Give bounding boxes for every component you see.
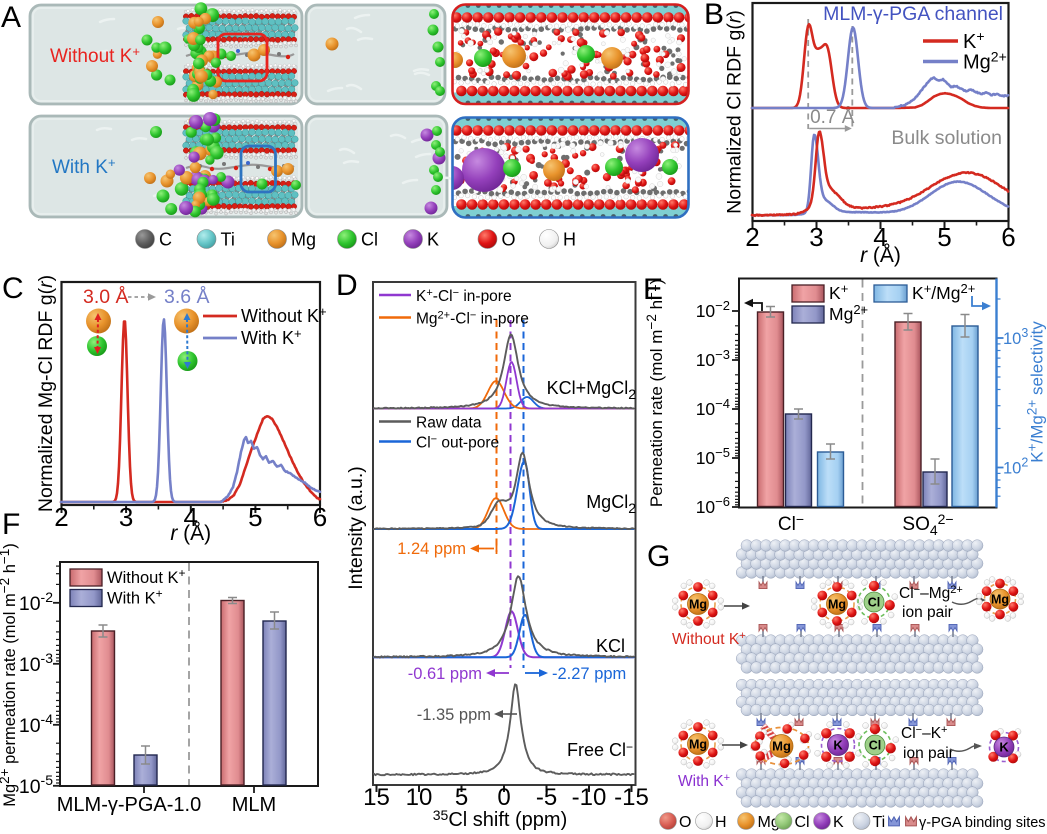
svg-text:K: K <box>999 740 1009 755</box>
svg-text:Cl−–K+: Cl−–K+ <box>901 724 947 742</box>
svg-text:3.0 Å: 3.0 Å <box>83 285 129 308</box>
svg-text:Mg: Mg <box>772 739 791 754</box>
svg-text:K: K <box>833 738 843 753</box>
svg-text:B: B <box>704 0 724 31</box>
svg-text:γ-PGA binding sites: γ-PGA binding sites <box>919 815 1046 831</box>
svg-text:H: H <box>563 230 576 250</box>
svg-text:r (Å): r (Å) <box>860 244 901 267</box>
svg-text:15: 15 <box>363 784 390 811</box>
svg-text:6: 6 <box>1001 222 1015 252</box>
svg-text:3.6 Å: 3.6 Å <box>164 285 210 308</box>
svg-text:Cl− out-pore: Cl− out-pore <box>416 434 499 452</box>
svg-text:-15: -15 <box>614 784 649 811</box>
svg-text:Mg: Mg <box>291 230 316 250</box>
svg-text:MLM-γ-PGA channel: MLM-γ-PGA channel <box>823 3 1003 25</box>
svg-text:G: G <box>647 540 670 573</box>
svg-text:Ti: Ti <box>221 230 235 250</box>
svg-text:With K+: With K+ <box>241 326 302 348</box>
svg-text:Cl: Cl <box>868 596 881 610</box>
svg-text:D: D <box>336 269 358 302</box>
svg-text:4: 4 <box>184 502 198 532</box>
svg-text:Cl: Cl <box>361 230 378 250</box>
svg-text:C: C <box>2 272 24 305</box>
svg-text:With K+: With K+ <box>52 155 116 178</box>
svg-text:K: K <box>833 814 844 831</box>
svg-text:Without K+: Without K+ <box>672 630 746 648</box>
svg-text:Intensity (a.u.): Intensity (a.u.) <box>345 466 367 590</box>
svg-text:Ti: Ti <box>873 814 886 831</box>
svg-text:-1.35 ppm: -1.35 ppm <box>417 706 491 724</box>
svg-text:4: 4 <box>873 222 887 252</box>
svg-text:KCl: KCl <box>596 636 625 656</box>
svg-text:Mg: Mg <box>689 738 707 752</box>
svg-text:-5: -5 <box>536 784 557 811</box>
svg-text:K+/Mg2+ selectivity: K+/Mg2+ selectivity <box>1025 321 1047 463</box>
svg-text:10-4: 10-4 <box>19 711 53 737</box>
svg-text:-2.27 ppm: -2.27 ppm <box>552 665 626 683</box>
svg-text:35Cl shift (ppm): 35Cl shift (ppm) <box>433 807 567 831</box>
svg-text:C: C <box>159 230 172 250</box>
svg-text:Free Cl−: Free Cl− <box>567 740 633 760</box>
svg-text:MLM: MLM <box>232 794 276 816</box>
svg-text:Bulk solution: Bulk solution <box>891 127 1002 149</box>
svg-text:Cl−: Cl− <box>778 511 804 535</box>
svg-text:Raw data: Raw data <box>416 415 482 432</box>
svg-text:Cl: Cl <box>869 739 882 753</box>
svg-text:Mg2+ permeation rate (mol m−2: Mg2+ permeation rate (mol m−2 h−1) <box>0 543 19 807</box>
svg-text:ion pair: ion pair <box>902 604 953 621</box>
svg-text:Mg: Mg <box>758 814 780 831</box>
svg-text:0.7 Å: 0.7 Å <box>810 107 855 128</box>
svg-text:Permeation rate (mol m−2 h−1): Permeation rate (mol m−2 h−1) <box>644 279 666 507</box>
svg-text:10: 10 <box>406 784 433 811</box>
svg-text:E: E <box>643 273 663 306</box>
svg-text:2: 2 <box>54 502 68 532</box>
svg-text:3: 3 <box>809 222 823 252</box>
svg-text:1.24 ppm: 1.24 ppm <box>397 540 466 558</box>
svg-text:With K+: With K+ <box>678 772 730 790</box>
svg-text:5: 5 <box>455 784 468 811</box>
svg-text:Without K+: Without K+ <box>50 44 140 67</box>
svg-text:r (Å): r (Å) <box>170 522 211 545</box>
svg-text:Mg: Mg <box>991 593 1009 607</box>
svg-text:Mg2+-Cl− in-pore: Mg2+-Cl− in-pore <box>416 310 529 328</box>
svg-text:Normalized Cl RDF g(r): Normalized Cl RDF g(r) <box>724 10 746 214</box>
svg-text:With K+: With K+ <box>107 587 163 608</box>
svg-text:5: 5 <box>248 502 262 532</box>
svg-text:A: A <box>1 1 21 34</box>
svg-text:3: 3 <box>119 502 133 532</box>
svg-text:5: 5 <box>937 222 951 252</box>
svg-text:Without K+: Without K+ <box>241 304 327 326</box>
svg-text:-10: -10 <box>572 784 607 811</box>
svg-text:O: O <box>679 814 691 831</box>
svg-text:Mg: Mg <box>828 598 846 612</box>
svg-text:O: O <box>502 230 516 250</box>
svg-text:K: K <box>427 230 439 250</box>
svg-text:Without K+: Without K+ <box>107 566 186 587</box>
svg-text:Normalized Mg-Cl RDF g(r): Normalized Mg-Cl RDF g(r) <box>35 275 57 512</box>
svg-text:Mg2+: Mg2+ <box>963 49 1007 74</box>
svg-text:2: 2 <box>745 222 759 252</box>
svg-text:ion pair: ion pair <box>903 745 954 762</box>
svg-text:MLM-γ-PGA-1.0: MLM-γ-PGA-1.0 <box>57 794 201 816</box>
svg-text:K+-Cl− in-pore: K+-Cl− in-pore <box>416 287 512 305</box>
svg-text:H: H <box>715 814 727 831</box>
svg-text:6: 6 <box>313 502 327 532</box>
svg-text:F: F <box>2 508 20 541</box>
svg-text:-0.61 ppm: -0.61 ppm <box>408 665 482 683</box>
svg-text:0: 0 <box>497 784 510 811</box>
svg-text:Mg: Mg <box>689 598 707 612</box>
svg-text:Cl: Cl <box>795 814 810 831</box>
